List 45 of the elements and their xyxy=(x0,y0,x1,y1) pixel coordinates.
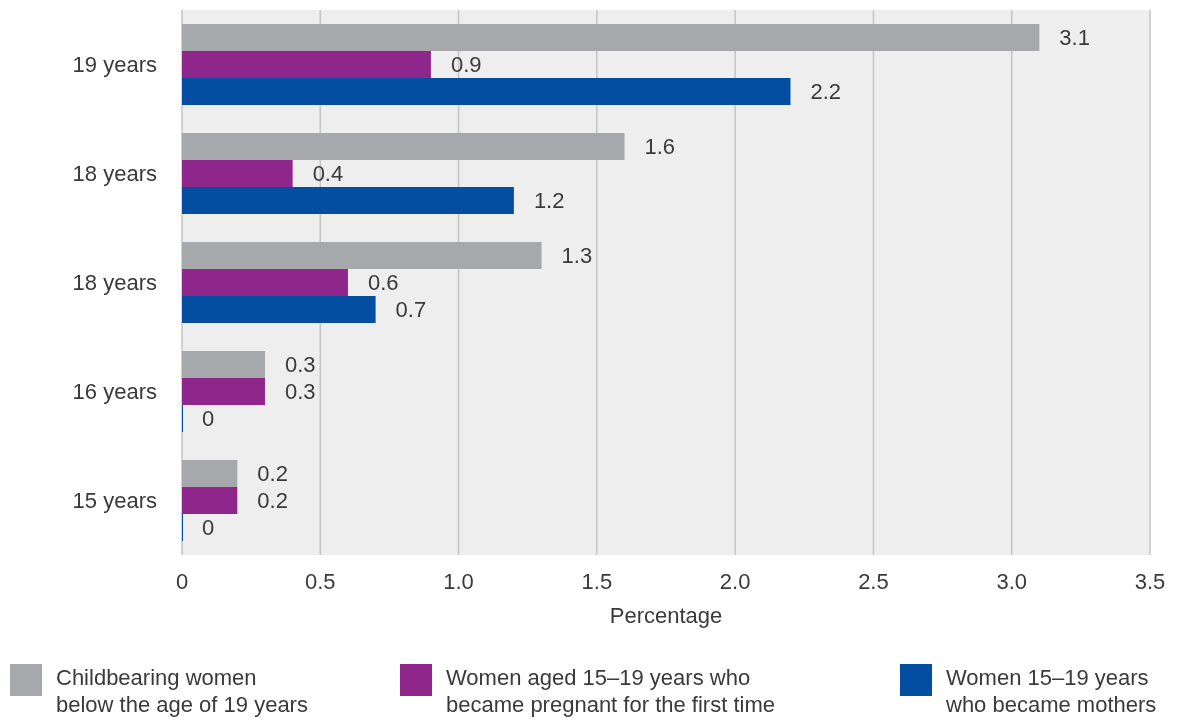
x-axis-title: Percentage xyxy=(609,603,723,628)
data-label: 0.3 xyxy=(284,379,316,404)
bar xyxy=(182,378,265,405)
legend-label: Childbearing women below the age of 19 years xyxy=(56,664,309,718)
data-label: 0.3 xyxy=(284,352,316,377)
bar xyxy=(182,487,238,514)
y-tick-label: 18 years xyxy=(72,161,157,187)
data-label: 1.3 xyxy=(561,243,593,268)
x-tick-label: 2.5 xyxy=(858,568,889,594)
x-tick-label: 1.0 xyxy=(443,568,474,594)
y-tick-label: 18 years xyxy=(72,270,157,296)
x-tick-label: 3.0 xyxy=(996,568,1028,594)
data-label: 0.2 xyxy=(257,461,288,486)
bar xyxy=(182,296,376,323)
data-label: 0 xyxy=(202,406,215,431)
data-label: 0.4 xyxy=(312,161,344,186)
x-tick-label: 3.5 xyxy=(1134,568,1166,594)
data-label: 2.2 xyxy=(810,79,842,104)
data-label: 0.9 xyxy=(450,52,482,77)
bar xyxy=(182,24,1040,51)
x-tick-label: 0.5 xyxy=(304,568,336,594)
data-label: 0.2 xyxy=(257,488,288,513)
y-tick-label: 16 years xyxy=(72,379,157,405)
x-tick-label: 0 xyxy=(175,568,189,594)
data-label: 0 xyxy=(202,515,215,540)
data-label: 3.1 xyxy=(1059,25,1090,50)
bar xyxy=(182,269,348,296)
bar xyxy=(182,242,542,269)
bar xyxy=(182,460,238,487)
x-tick-label: 2.0 xyxy=(719,568,751,594)
data-label: 0.6 xyxy=(367,270,399,295)
bar xyxy=(182,160,293,187)
bar xyxy=(182,351,265,378)
bar xyxy=(182,78,791,105)
bar xyxy=(182,187,514,214)
bar xyxy=(182,51,431,78)
bar xyxy=(182,133,625,160)
data-label: 0.7 xyxy=(395,297,427,322)
data-label: 1.6 xyxy=(644,134,676,159)
x-tick-label: 1.5 xyxy=(581,568,613,594)
y-tick-label: 15 years xyxy=(72,488,157,514)
legend-label: Women aged 15–19 years who became pregnant for the first time xyxy=(446,664,776,718)
y-tick-label: 19 years xyxy=(72,52,157,78)
legend-label: Women 15–19 years who became mothers xyxy=(946,664,1158,718)
data-label: 1.2 xyxy=(533,188,565,213)
